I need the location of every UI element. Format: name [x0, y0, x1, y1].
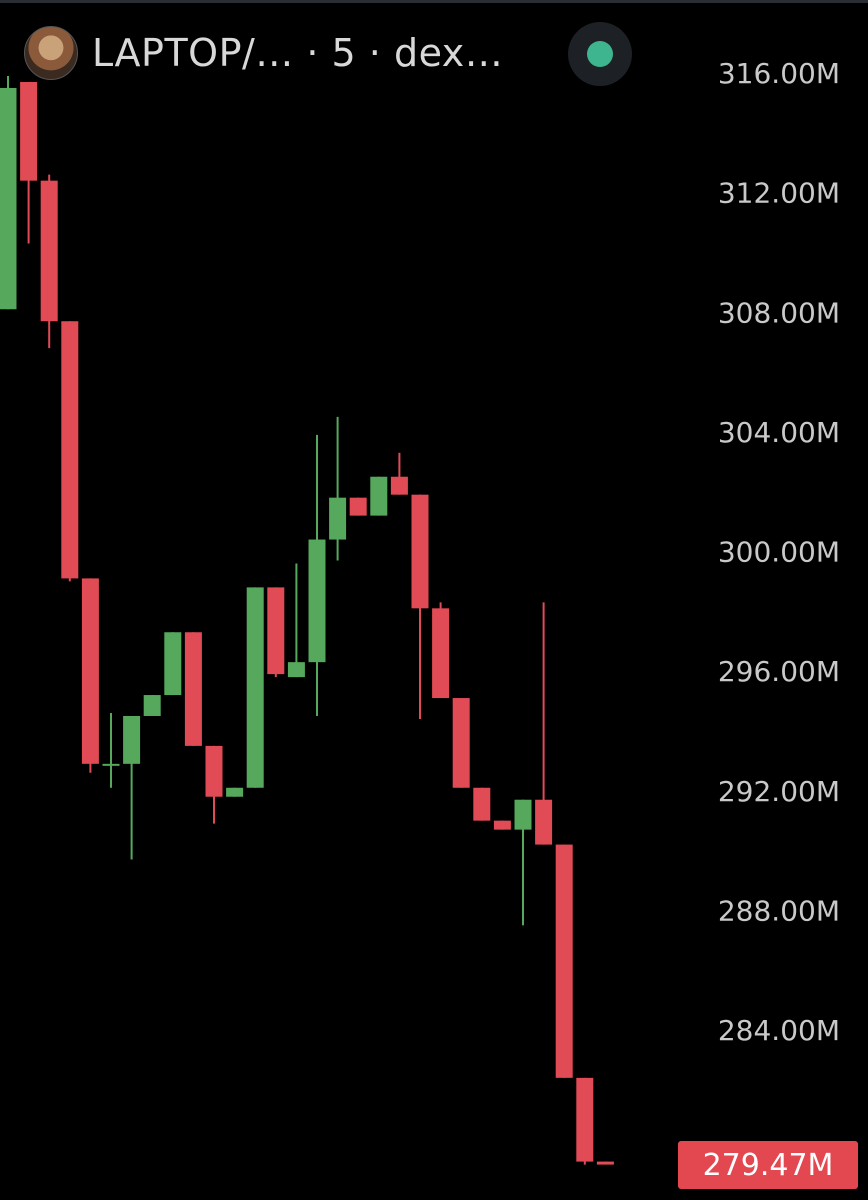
candle-down: [267, 587, 285, 675]
candle-up: [226, 787, 244, 797]
candle-up: [514, 799, 532, 830]
candle-down: [555, 844, 573, 1078]
candle-up: [0, 87, 17, 310]
y-tick-label: 308.00M: [718, 296, 840, 329]
y-tick-label: 292.00M: [718, 775, 840, 808]
candle-down: [20, 81, 38, 181]
candle-up: [246, 587, 264, 788]
status-dot-icon: [587, 41, 613, 67]
y-tick-label: 312.00M: [718, 177, 840, 210]
candle-down: [390, 476, 408, 495]
candle-up: [164, 632, 182, 696]
candle-down: [596, 1161, 614, 1165]
candle-up: [329, 497, 347, 540]
connection-status-indicator: [568, 22, 632, 86]
candle-down: [576, 1077, 594, 1162]
top-border: [0, 0, 868, 3]
candle-down: [184, 632, 202, 746]
candle-up: [287, 662, 305, 678]
y-tick-label: 284.00M: [718, 1014, 840, 1047]
candle-down: [432, 608, 450, 699]
candle-down: [61, 321, 79, 579]
candle-up: [370, 476, 388, 516]
candle-down: [473, 787, 491, 821]
y-tick-label: 316.00M: [718, 57, 840, 90]
candles-group: [0, 75, 614, 1165]
candle-down: [452, 698, 470, 788]
candle-down: [411, 494, 429, 609]
candle-down: [493, 820, 511, 830]
symbol-title[interactable]: LAPTOP/… · 5 · dex…: [92, 31, 504, 75]
y-tick-label: 300.00M: [718, 536, 840, 569]
candle-up: [308, 539, 326, 663]
candle-down: [40, 180, 58, 322]
y-tick-label: 296.00M: [718, 655, 840, 688]
chart-header: LAPTOP/… · 5 · dex…: [24, 24, 503, 82]
last-price-badge: 279.47M: [678, 1141, 858, 1189]
y-axis: 316.00M 312.00M 308.00M 304.00M 300.00M 296.0…: [718, 57, 840, 1047]
candle-up: [123, 715, 141, 764]
candle-up: [143, 695, 161, 716]
candle-up: [102, 763, 120, 766]
candle-down: [349, 497, 367, 516]
candle-down: [535, 799, 553, 845]
avatar[interactable]: [24, 26, 78, 80]
candle-down: [81, 578, 99, 764]
candle-down: [205, 745, 223, 797]
y-tick-label: 304.00M: [718, 416, 840, 449]
y-tick-label: 288.00M: [718, 894, 840, 927]
